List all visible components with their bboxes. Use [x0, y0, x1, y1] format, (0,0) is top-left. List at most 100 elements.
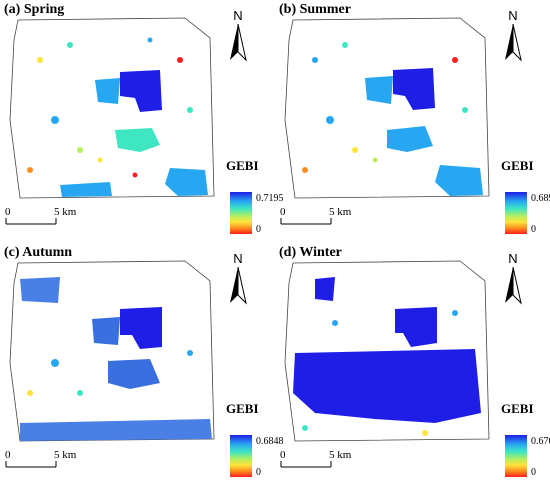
blue-patch-se [165, 168, 208, 196]
map-panel-autumn: (c) Autumn N GEBI 0.6848 0 0 5 km [0, 243, 284, 486]
panel-title: (c) Autumn [4, 245, 73, 260]
patch [77, 390, 83, 396]
scale-end: 5 km [329, 449, 352, 461]
legend-min: 0 [531, 224, 536, 235]
patch [27, 167, 33, 173]
patch [147, 37, 153, 43]
blue-patch-center [92, 317, 120, 345]
patch [27, 390, 33, 396]
blue-patch-mid [108, 359, 160, 389]
spring-map [9, 17, 215, 199]
study-area-boundary [284, 260, 490, 442]
north-label: N [233, 251, 243, 266]
legend-min: 0 [256, 224, 261, 235]
scale-start: 0 [5, 449, 11, 461]
patch [187, 350, 193, 356]
north-arrow-icon [505, 267, 522, 305]
patch [302, 425, 308, 431]
patch [97, 157, 103, 163]
legend: GEBI 0.6763 0 [501, 401, 550, 483]
legend-min: 0 [256, 467, 261, 478]
panel-title: (b) Summer [279, 2, 351, 17]
large-blue-patch-center [293, 349, 481, 423]
patch [452, 310, 458, 316]
legend-max: 0.6848 [256, 436, 284, 447]
legend-title: GEBI [501, 401, 534, 416]
legend: GEBI 0.7195 0 [226, 158, 284, 240]
scale-bar: 0 5 km [279, 206, 389, 236]
scale-end: 5 km [54, 449, 77, 461]
map-panel-winter: (d) Winter N GEBI 0.6763 0 0 5 km [275, 243, 550, 486]
patch [462, 107, 468, 113]
legend-max: 0.6763 [531, 436, 550, 447]
study-area-boundary [9, 260, 215, 442]
blue-patch-s [60, 182, 112, 197]
north-arrow-icon [505, 24, 522, 62]
scale-start: 0 [280, 206, 286, 218]
patch [302, 167, 308, 173]
teal-patch [115, 128, 160, 152]
legend-max: 0.6899 [531, 193, 550, 204]
autumn-map [9, 260, 215, 442]
scale-end: 5 km [329, 206, 352, 218]
north-arrow-icon [230, 267, 247, 305]
blue-patch-n [315, 277, 335, 301]
large-blue-patch [120, 307, 162, 349]
patch [51, 116, 59, 124]
patch [187, 107, 193, 113]
large-blue-patch-ne [395, 307, 437, 347]
scale-bar: 0 5 km [4, 449, 114, 479]
north-arrow: N [226, 251, 250, 307]
patch [77, 147, 83, 153]
patch [132, 172, 138, 178]
patch [326, 116, 334, 124]
legend-min: 0 [531, 467, 536, 478]
blue-patch-se [435, 165, 483, 196]
north-label: N [233, 8, 243, 23]
patch [342, 42, 348, 48]
north-arrow-icon [230, 24, 247, 62]
study-area-boundary [9, 17, 215, 199]
panel-title: (d) Winter [279, 245, 342, 260]
legend-color-ramp [230, 435, 252, 477]
north-label: N [508, 8, 518, 23]
legend-color-ramp [230, 192, 252, 234]
patch [312, 57, 318, 63]
north-label: N [508, 251, 518, 266]
cyan-patch [365, 76, 393, 104]
patch [67, 42, 73, 48]
patch [352, 147, 358, 153]
patch [372, 157, 378, 163]
patch [177, 57, 183, 63]
patch [332, 320, 338, 326]
scale-start: 0 [280, 449, 286, 461]
panel-title: (a) Spring [4, 2, 65, 17]
patch [37, 57, 43, 63]
north-arrow: N [226, 8, 250, 64]
patch [51, 359, 59, 367]
teal-patch [387, 126, 433, 152]
north-arrow: N [501, 251, 525, 307]
blue-patch-s [20, 419, 212, 441]
legend-title: GEBI [226, 401, 259, 416]
winter-map [284, 260, 490, 442]
legend-title: GEBI [501, 158, 534, 173]
patch [422, 430, 428, 436]
map-panel-spring: (a) Spring N GEBI 0.7195 0 0 5 km [0, 0, 284, 243]
patch [452, 57, 458, 63]
cyan-patch [95, 78, 120, 104]
north-arrow: N [501, 8, 525, 64]
map-panel-summer: (b) Summer N GEBI 0.6899 0 0 5 km [275, 0, 550, 243]
legend-color-ramp [505, 192, 527, 234]
scale-bar: 0 5 km [279, 449, 389, 479]
legend-title: GEBI [226, 158, 259, 173]
large-blue-patch [120, 70, 162, 112]
blue-patch-nw [20, 277, 60, 303]
study-area-boundary [284, 17, 490, 199]
legend-max: 0.7195 [256, 193, 284, 204]
legend: GEBI 0.6848 0 [226, 401, 284, 483]
legend-color-ramp [505, 435, 527, 477]
scale-end: 5 km [54, 206, 77, 218]
scale-bar: 0 5 km [4, 206, 114, 236]
legend: GEBI 0.6899 0 [501, 158, 550, 240]
